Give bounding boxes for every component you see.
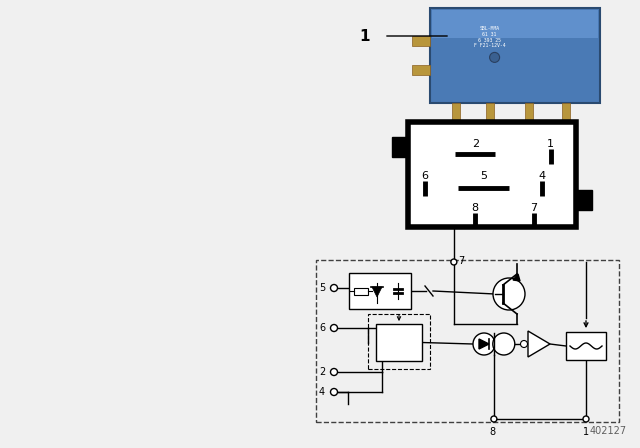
Text: 4: 4 (319, 387, 325, 397)
Polygon shape (528, 331, 550, 357)
Polygon shape (479, 339, 489, 349)
Circle shape (583, 416, 589, 422)
Text: 4: 4 (539, 171, 546, 181)
Circle shape (493, 333, 515, 355)
Text: SBL-MMA
61 31
6 393 25
F F21-12V-4: SBL-MMA 61 31 6 393 25 F F21-12V-4 (474, 26, 506, 48)
Circle shape (490, 52, 500, 62)
Text: 8: 8 (490, 427, 496, 437)
Text: 6: 6 (421, 171, 428, 181)
Circle shape (491, 416, 497, 422)
Text: 1: 1 (547, 139, 554, 149)
Text: 402127: 402127 (590, 426, 627, 436)
Bar (562, 103, 570, 123)
Bar (412, 36, 430, 46)
Text: 2: 2 (472, 139, 479, 149)
Polygon shape (513, 274, 520, 281)
Bar (451, 103, 460, 123)
Bar (349, 273, 411, 309)
Text: 7: 7 (458, 256, 464, 266)
Text: 1: 1 (360, 29, 370, 43)
Bar (412, 65, 430, 75)
Text: 5: 5 (480, 171, 487, 181)
Bar (430, 8, 600, 103)
Bar (316, 260, 619, 422)
Bar (354, 288, 368, 295)
Bar (525, 103, 532, 123)
Text: 7: 7 (531, 203, 538, 213)
Text: 2: 2 (319, 367, 325, 377)
Bar (368, 314, 430, 369)
Circle shape (520, 340, 527, 348)
Bar (576, 190, 592, 210)
Circle shape (473, 333, 495, 355)
Bar (408, 122, 576, 227)
Circle shape (330, 369, 337, 375)
Bar (376, 324, 422, 361)
Circle shape (330, 388, 337, 396)
Circle shape (451, 259, 457, 265)
Circle shape (330, 284, 337, 292)
Text: 8: 8 (472, 203, 479, 213)
Text: 1: 1 (583, 427, 589, 437)
Bar (486, 103, 493, 123)
Polygon shape (372, 287, 382, 297)
Bar (432, 10, 598, 38)
Bar (392, 137, 408, 157)
Text: 6: 6 (319, 323, 325, 333)
Circle shape (493, 278, 525, 310)
Bar (566, 332, 606, 360)
Circle shape (330, 324, 337, 332)
Text: 5: 5 (319, 283, 325, 293)
